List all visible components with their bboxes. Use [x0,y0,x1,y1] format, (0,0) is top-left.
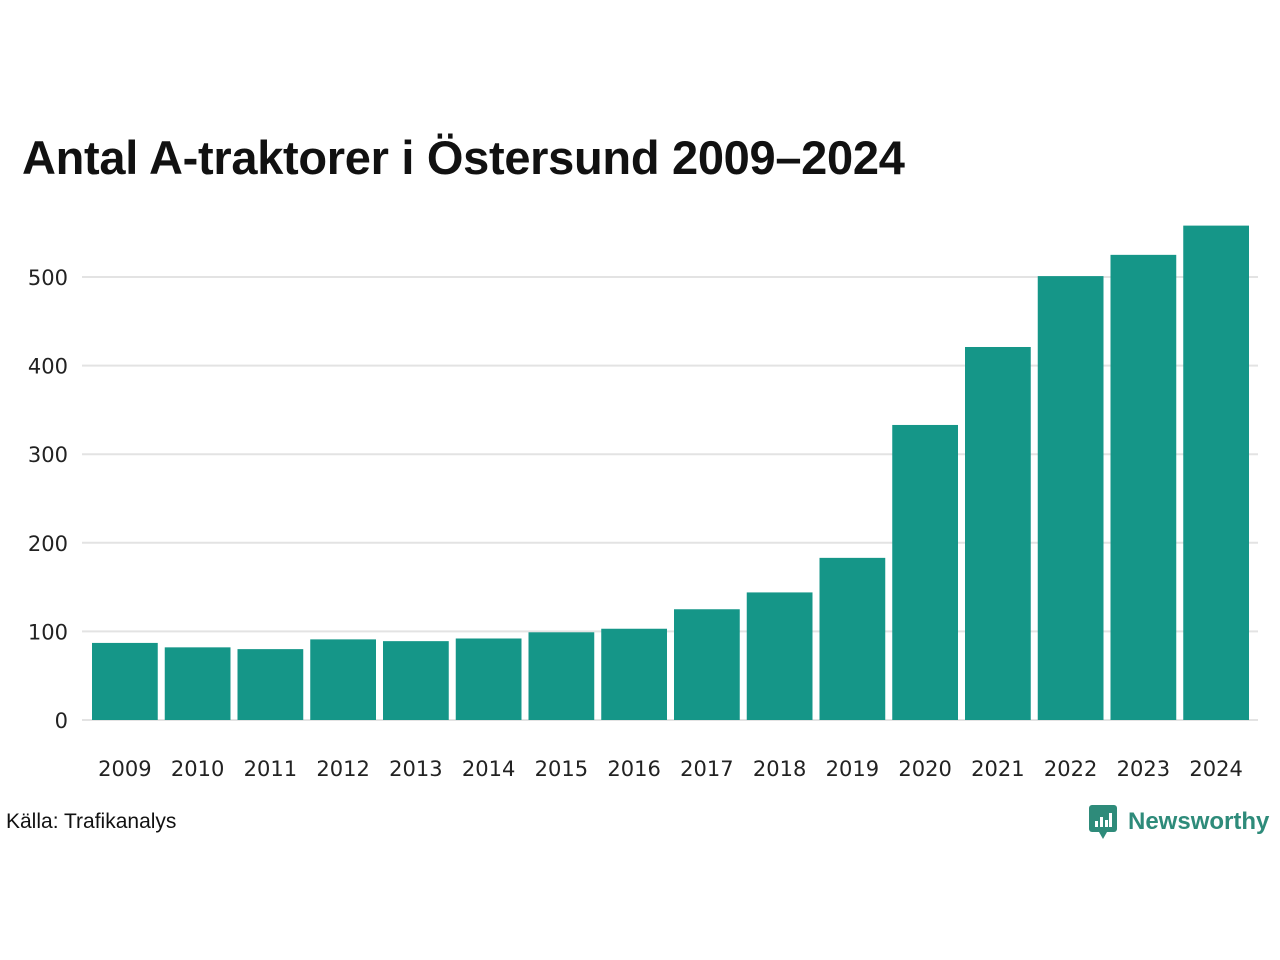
x-tick-label-2019: 2019 [826,757,879,781]
bar-2009 [92,642,158,720]
x-tick-label-2017: 2017 [680,757,733,781]
bar-2010 [164,647,231,720]
x-tick-label-2011: 2011 [244,757,297,781]
x-tick-label-2009: 2009 [98,757,151,781]
bar-2023 [1110,254,1177,720]
x-tick-label-2020: 2020 [898,757,951,781]
bar-2019 [819,557,886,720]
x-tick-label-2013: 2013 [389,757,442,781]
x-tick-label-2018: 2018 [753,757,806,781]
y-tick-label-500: 500 [28,266,68,290]
bar-2024 [1183,225,1249,720]
x-tick-label-2010: 2010 [171,757,224,781]
x-tick-label-2012: 2012 [316,757,369,781]
y-axis-ticks: 0 100 200 300 400 500 [28,266,68,733]
bar-2015 [528,632,595,720]
y-tick-label-400: 400 [28,355,68,379]
chart-title: Antal A-traktorer i Östersund 2009–2024 [22,131,905,184]
x-tick-label-2022: 2022 [1044,757,1097,781]
source-note: Källa: Trafikanalys [6,810,177,833]
x-tick-label-2014: 2014 [462,757,515,781]
bar-2016 [601,628,667,720]
brand-name: Newsworthy [1128,808,1270,835]
x-tick-label-2024: 2024 [1189,757,1242,781]
x-axis-ticks: 2009 2010 2011 2012 2013 2014 2015 2016 2017 2018… [98,757,1243,781]
y-tick-label-100: 100 [28,620,68,644]
x-tick-label-2015: 2015 [535,757,588,781]
x-tick-label-2023: 2023 [1117,757,1170,781]
x-tick-label-2016: 2016 [607,757,660,781]
y-tick-label-300: 300 [28,443,68,467]
bars [92,225,1249,720]
bar-2022 [1037,276,1104,720]
bar-2013 [383,641,449,720]
bar-chart: 0 100 200 300 400 500 2009 2010 2011 2012 2013 201… [28,225,1258,781]
x-tick-label-2021: 2021 [971,757,1024,781]
bar-2018 [746,592,813,720]
bar-2021 [965,346,1031,720]
bar-2012 [310,639,376,720]
y-tick-label-0: 0 [55,709,68,733]
bar-2020 [892,424,958,720]
bar-2014 [455,638,522,720]
bar-2011 [237,649,304,720]
y-tick-label-200: 200 [28,532,68,556]
newsworthy-logo-icon [1089,805,1117,839]
brand-logo: Newsworthy [1088,804,1269,840]
bar-2017 [674,609,740,720]
